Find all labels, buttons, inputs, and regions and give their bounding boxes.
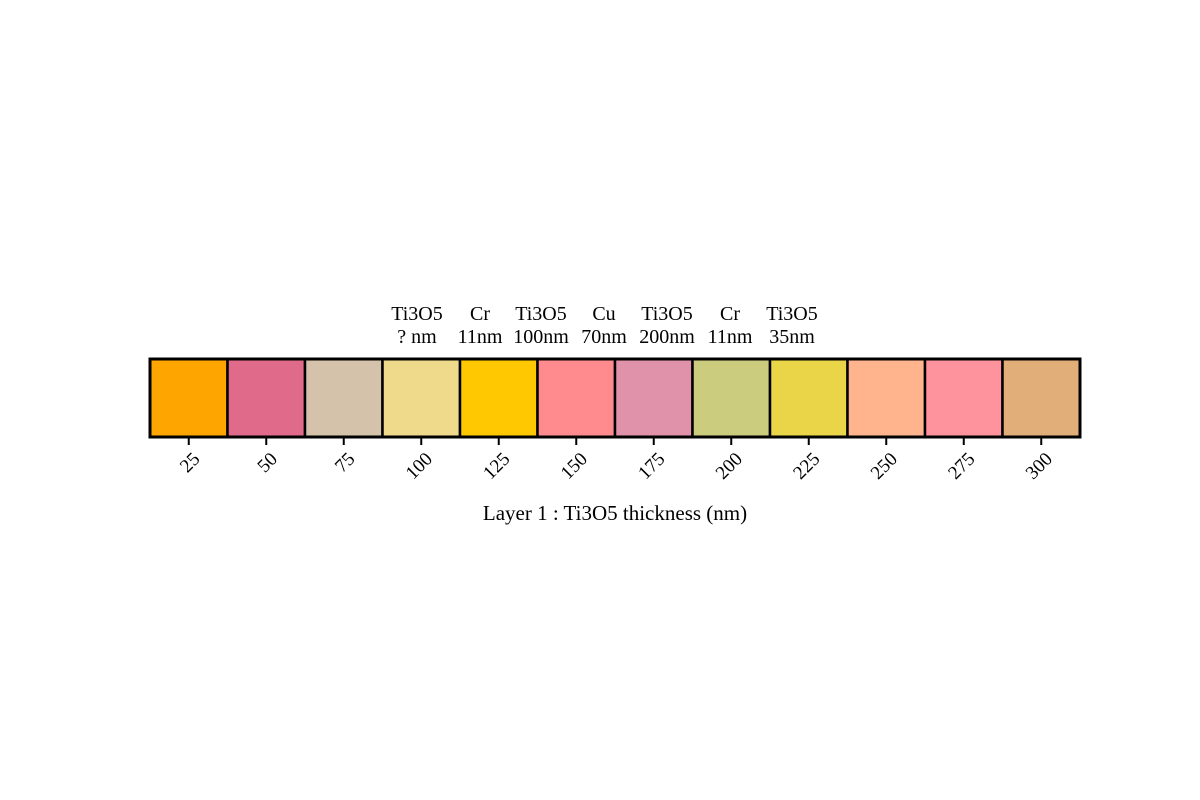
plot-frame	[148, 357, 1082, 439]
tick-group: 25 50 75 100 125 150 175 200 225 250 275 300	[176, 437, 1057, 484]
stack-layer-material-2: Cr	[470, 303, 490, 325]
stack-layer-material-4: Cu	[592, 303, 615, 325]
stack-layer-thickness-2: 11nm	[458, 326, 503, 348]
color-swatch-25	[148, 357, 229, 439]
stack-layer-material-6: Cr	[720, 303, 740, 325]
stack-layer-material-1: Ti3O5	[391, 303, 443, 325]
x-tick-label-75: 75	[331, 449, 359, 477]
color-swatch-275	[923, 357, 1004, 439]
stack-label-group: Ti3O5? nmCr11nmTi3O5100nmCu70nmTi3O5200n…	[391, 303, 818, 348]
stack-layer-thickness-1: ? nm	[397, 326, 437, 348]
color-swatch-50	[226, 357, 307, 439]
x-tick-label-25: 25	[176, 449, 204, 477]
color-swatch-300	[1001, 357, 1082, 439]
color-swatch-175	[613, 357, 694, 439]
stack-layer-thickness-5: 200nm	[639, 326, 695, 348]
color-swatch-75	[303, 357, 384, 439]
x-tick-label-225: 225	[789, 449, 824, 484]
x-tick-label-175: 175	[634, 449, 669, 484]
stack-layer-thickness-6: 11nm	[708, 326, 753, 348]
x-tick-label-250: 250	[867, 449, 902, 484]
color-swatch-200	[691, 357, 772, 439]
x-tick-label-125: 125	[479, 449, 514, 484]
x-tick-label-275: 275	[944, 449, 979, 484]
color-swatch-100	[381, 357, 462, 439]
stack-layer-thickness-7: 35nm	[769, 326, 815, 348]
stack-layer-material-7: Ti3O5	[766, 303, 818, 325]
color-swatch-150	[536, 357, 617, 439]
x-tick-label-300: 300	[1022, 449, 1057, 484]
color-swatch-225	[768, 357, 849, 439]
stack-layer-thickness-3: 100nm	[513, 326, 569, 348]
stack-layer-material-5: Ti3O5	[641, 303, 693, 325]
x-axis-label: Layer 1 : Ti3O5 thickness (nm)	[483, 501, 747, 525]
x-tick-label-100: 100	[402, 449, 437, 484]
stack-layer-thickness-4: 70nm	[581, 326, 627, 348]
x-tick-label-150: 150	[557, 449, 592, 484]
x-tick-label-50: 50	[254, 449, 282, 477]
stack-layer-material-3: Ti3O5	[515, 303, 567, 325]
x-tick-label-200: 200	[712, 449, 747, 484]
swatch-group	[148, 357, 1082, 439]
color-swatch-125	[458, 357, 539, 439]
color-swatch-250	[846, 357, 927, 439]
